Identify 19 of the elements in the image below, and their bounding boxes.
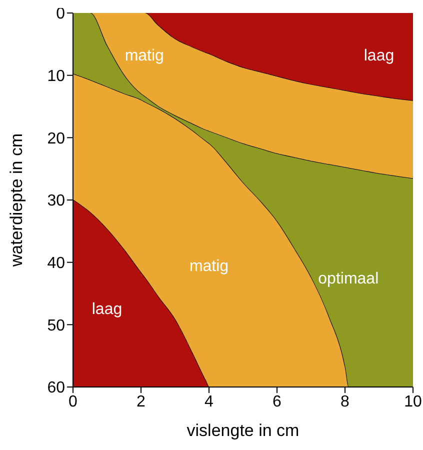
x-tick-label: 4	[204, 393, 214, 410]
series-label: matig	[124, 47, 164, 64]
series-label: matig	[189, 258, 229, 276]
y-tick-label: 60	[47, 380, 66, 397]
series-label: laag	[92, 300, 122, 318]
y-tick-label: 10	[47, 68, 66, 86]
x-tick-label: 8	[340, 393, 350, 410]
x-tick-label: 10	[404, 393, 422, 410]
x-tick-label: 6	[272, 393, 282, 410]
series-label: laag	[364, 47, 394, 64]
y-axis-title: waterdiepte in cm	[7, 133, 26, 268]
x-tick-label: 2	[136, 393, 146, 410]
x-tick-label: 0	[68, 393, 78, 410]
y-tick-label: 20	[47, 130, 66, 148]
y-tick-label: 30	[47, 192, 66, 210]
series-label: optimaal	[318, 270, 379, 288]
y-tick-label: 50	[47, 317, 66, 334]
y-tick-label: 40	[47, 255, 66, 272]
x-axis-title: vislengte in cm	[186, 421, 300, 440]
